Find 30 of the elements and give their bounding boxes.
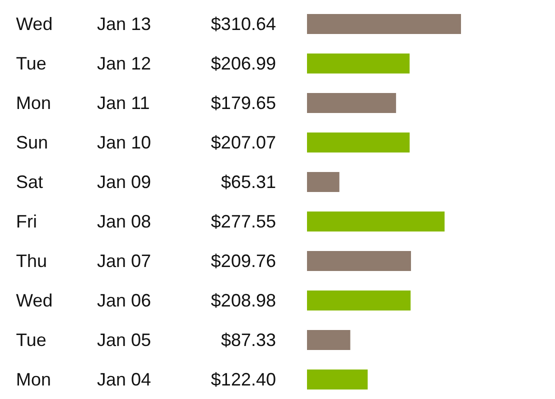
data-label: $207.07 xyxy=(210,132,276,153)
data-label: $179.65 xyxy=(210,93,276,114)
data-label: $209.76 xyxy=(210,251,276,272)
category-label: Thu Jan 07 xyxy=(16,251,152,272)
category-label: Tue Jan 12 xyxy=(16,54,152,74)
category-label: Mon Jan 11 xyxy=(16,93,150,114)
category-label: Sat Jan 09 xyxy=(16,172,152,192)
bar xyxy=(307,370,368,390)
bar xyxy=(307,290,411,310)
bar xyxy=(307,330,350,350)
category-label: Fri Jan 08 xyxy=(16,212,152,232)
category-label: Mon Jan 04 xyxy=(16,370,152,390)
data-label: $310.64 xyxy=(210,14,276,34)
bar xyxy=(307,14,461,34)
data-label: $206.99 xyxy=(210,54,276,74)
bar xyxy=(307,172,340,192)
data-label: $87.33 xyxy=(220,330,276,350)
bar xyxy=(307,54,410,74)
category-label: Sun Jan 10 xyxy=(16,132,152,153)
category-label: Tue Jan 05 xyxy=(16,330,152,350)
data-label: $122.40 xyxy=(210,370,276,390)
bar xyxy=(307,212,445,232)
data-label: $65.31 xyxy=(220,172,276,192)
category-label: Wed Jan 13 xyxy=(16,14,152,34)
data-label: $208.98 xyxy=(210,290,276,311)
bar xyxy=(307,251,411,271)
data-label: $277.55 xyxy=(210,212,276,232)
bar xyxy=(307,132,410,152)
category-label: Wed Jan 06 xyxy=(16,290,152,311)
bar xyxy=(307,93,396,113)
